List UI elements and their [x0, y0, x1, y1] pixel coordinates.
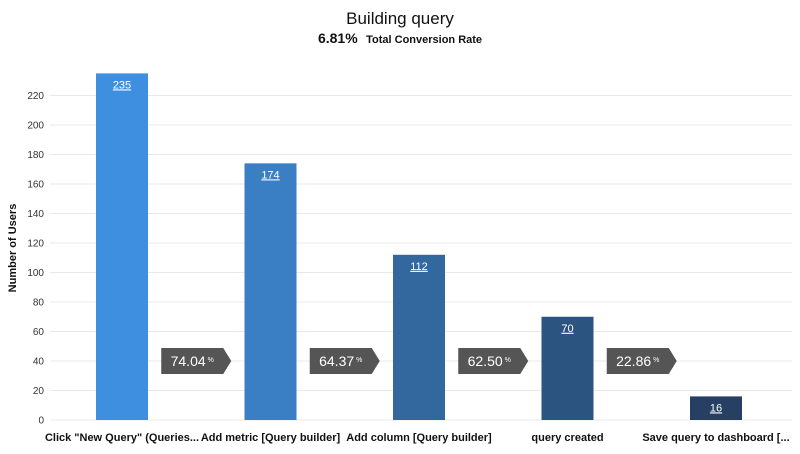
y-axis-label: Number of Users — [7, 204, 19, 293]
chart-subtitle: 6.81% Total Conversion Rate — [318, 30, 482, 47]
x-category-label: query created — [531, 432, 603, 444]
y-tick-label: 120 — [27, 239, 44, 250]
conversion-unit: % — [505, 357, 511, 364]
y-tick-label: 220 — [27, 91, 44, 102]
conversion-value: 22.86 — [616, 353, 651, 369]
y-tick-label: 140 — [27, 209, 44, 220]
conversion-label: 62.50% — [468, 353, 511, 369]
x-category-label: Add column [Query builder] — [346, 432, 492, 444]
x-axis-categories: Click "New Query" (Queries... Add metric … — [45, 432, 790, 444]
total-conversion-label: Total Conversion Rate — [366, 34, 482, 46]
y-tick-label: 200 — [27, 121, 44, 132]
conversion-value: 74.04 — [171, 353, 206, 369]
conversion-label: 64.37% — [319, 353, 362, 369]
conversion-arrow — [161, 348, 232, 374]
bar-value-label: 70 — [561, 323, 573, 335]
step-conversions: 74.04% 64.37% 62.50% 22.86% — [161, 348, 677, 374]
y-tick-label: 100 — [27, 268, 44, 279]
conversion-label: 74.04% — [171, 353, 214, 369]
y-tick-label: 60 — [33, 327, 45, 338]
y-tick-label: 40 — [33, 357, 45, 368]
bar — [393, 254, 445, 420]
y-tick-label: 20 — [33, 386, 45, 397]
total-conversion-value: 6.81% — [318, 30, 358, 46]
bar — [690, 396, 742, 420]
conversion-arrow — [309, 348, 380, 374]
bar — [541, 316, 594, 420]
x-category-label: Save query to dashboard [... — [642, 432, 789, 444]
conversion-unit: % — [653, 357, 659, 364]
y-tick-label: 0 — [38, 416, 44, 427]
conversion-unit: % — [208, 357, 214, 364]
conversion-unit: % — [356, 357, 362, 364]
bar-value-label: 112 — [410, 261, 428, 273]
bar-value-label: 16 — [710, 402, 722, 414]
bar-value-label: 174 — [261, 169, 279, 181]
bar — [96, 73, 148, 420]
y-axis-ticks: 0 20 40 60 80 100 120 140 160 180 200 220 — [27, 91, 44, 427]
conversion-value: 62.50 — [468, 353, 503, 369]
y-tick-label: 160 — [27, 180, 44, 191]
conversion-label: 22.86% — [616, 353, 659, 369]
x-category-label: Add metric [Query builder] — [201, 432, 341, 444]
y-tick-label: 80 — [33, 298, 45, 309]
x-category-label: Click "New Query" (Queries... — [45, 432, 199, 444]
y-tick-label: 180 — [27, 150, 44, 161]
bar-value-label: 235 — [113, 79, 131, 91]
conversion-value: 64.37 — [319, 353, 354, 369]
bars: 235 174 112 70 16 — [96, 73, 742, 420]
chart-title: Building query — [346, 9, 454, 28]
bar — [244, 163, 297, 420]
conversion-arrow — [606, 348, 677, 374]
conversion-arrow — [458, 348, 529, 374]
